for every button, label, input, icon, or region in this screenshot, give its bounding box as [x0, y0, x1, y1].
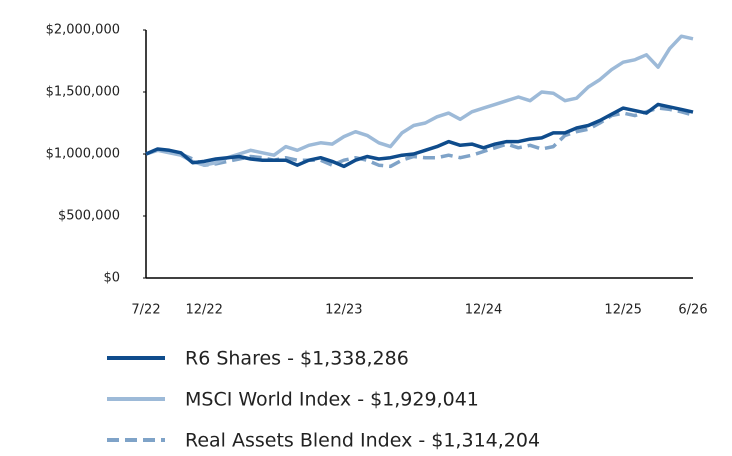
series-line [145, 34, 694, 167]
legend-label: MSCI World Index - $1,929,041 [185, 389, 479, 411]
x-tick-label: 12/25 [604, 303, 641, 318]
x-tick-label: 6/26 [678, 303, 707, 318]
series-line [145, 106, 694, 169]
y-tick-label: $1,500,000 [46, 85, 120, 100]
legend-label: Real Assets Blend Index - $1,314,204 [185, 430, 540, 452]
x-tick-label: 12/22 [185, 303, 222, 318]
x-tick-label: 7/22 [131, 303, 160, 318]
series-line [145, 102, 694, 169]
legend-label: R6 Shares - $1,338,286 [185, 348, 409, 370]
y-tick-label: $1,000,000 [46, 147, 120, 162]
y-tick-label: $0 [103, 271, 120, 286]
x-tick-label: 12/23 [325, 303, 362, 318]
y-tick-label: $2,000,000 [46, 23, 120, 38]
y-tick-label: $500,000 [58, 209, 120, 224]
x-tick-label: 12/24 [465, 303, 502, 318]
